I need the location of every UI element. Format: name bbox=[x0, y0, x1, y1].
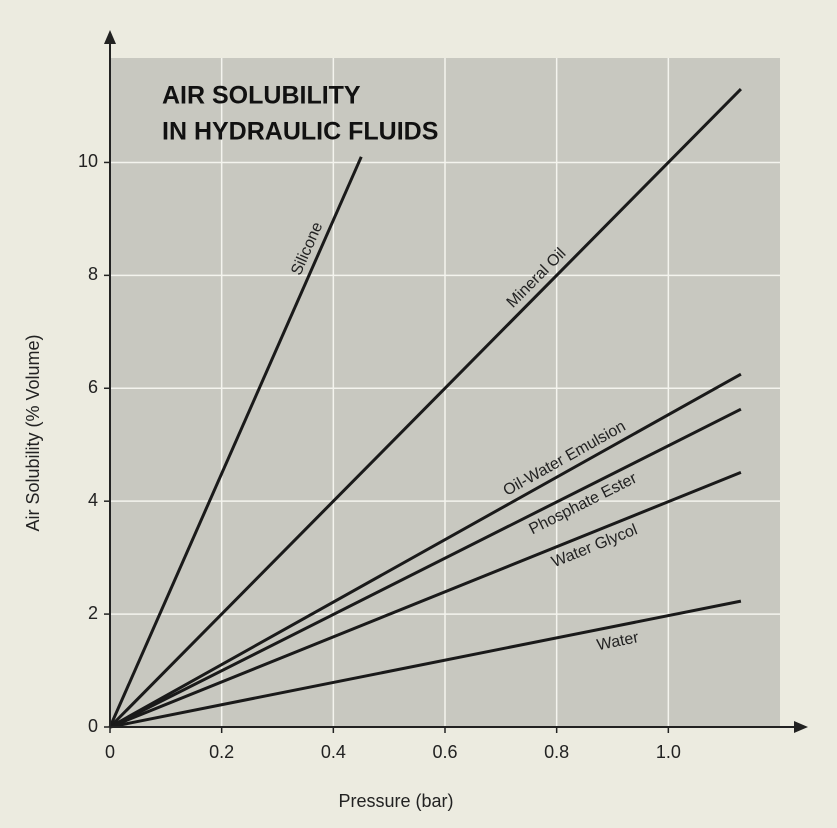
series-line bbox=[109, 470, 742, 729]
y-tick-label: 8 bbox=[88, 264, 98, 284]
chart-title: AIR SOLUBILITY bbox=[162, 82, 361, 110]
x-tick-label: 0 bbox=[105, 742, 115, 762]
series-line bbox=[108, 156, 363, 728]
series-line bbox=[108, 87, 742, 729]
x-tick-label: 1.0 bbox=[656, 742, 681, 762]
x-axis-arrow bbox=[794, 721, 808, 733]
y-tick-label: 0 bbox=[88, 716, 98, 736]
y-tick-label: 10 bbox=[78, 151, 98, 171]
x-axis-label: Pressure (bar) bbox=[338, 791, 453, 811]
x-tick-label: 0.8 bbox=[544, 742, 569, 762]
y-axis-label: Air Solubility (% Volume) bbox=[23, 334, 43, 531]
y-tick-label: 2 bbox=[88, 603, 98, 623]
series-line bbox=[109, 407, 742, 729]
x-tick-label: 0.2 bbox=[209, 742, 234, 762]
chart-title: IN HYDRAULIC FLUIDS bbox=[162, 118, 438, 146]
y-tick-label: 4 bbox=[88, 490, 98, 510]
series-line bbox=[109, 372, 742, 729]
series-line bbox=[109, 599, 742, 729]
x-tick-label: 0.6 bbox=[432, 742, 457, 762]
y-tick-label: 6 bbox=[88, 377, 98, 397]
series-lines bbox=[108, 87, 742, 729]
y-axis-arrow bbox=[104, 30, 116, 44]
x-tick-label: 0.4 bbox=[321, 742, 346, 762]
